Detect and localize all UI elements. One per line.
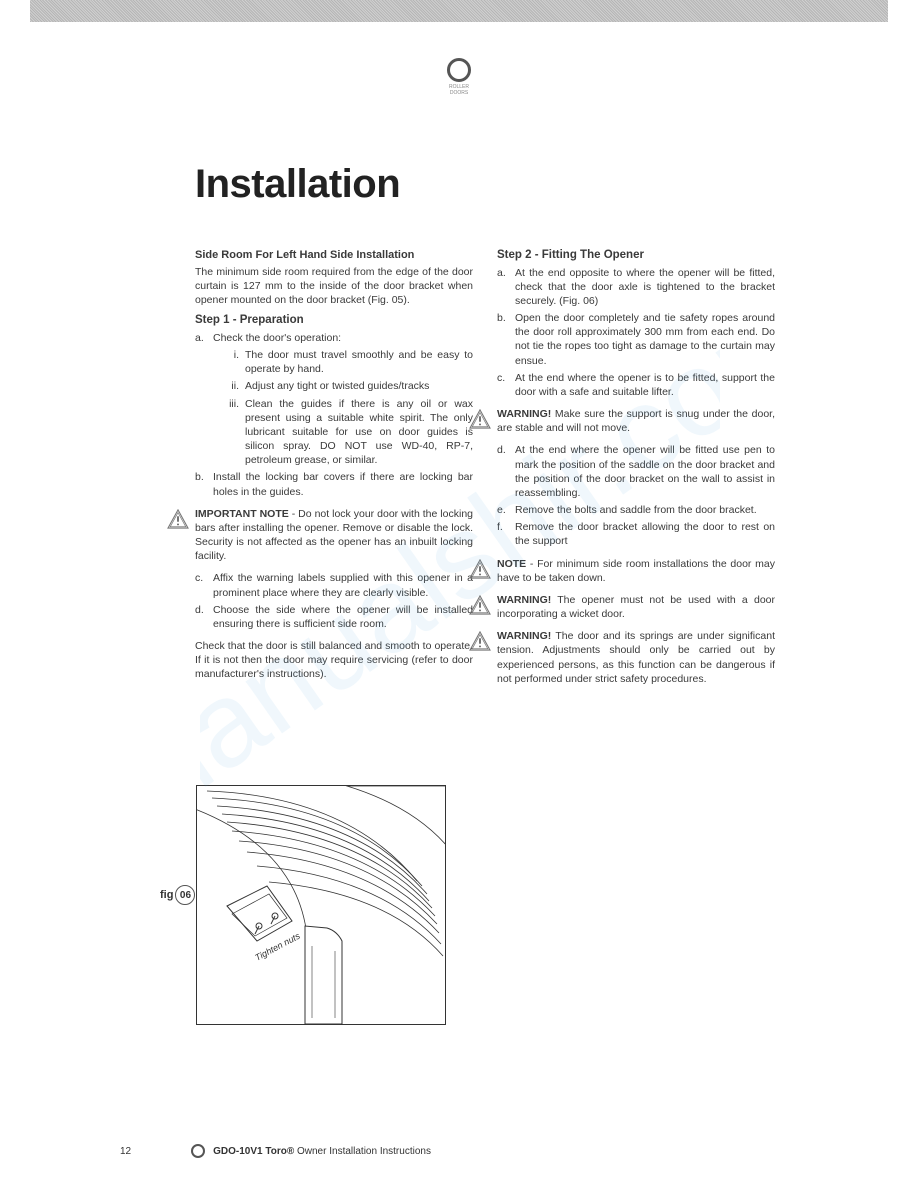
side-room-text: The minimum side room required from the …	[195, 265, 473, 308]
warning-block-1: WARNING! Make sure the support is snug u…	[469, 407, 775, 435]
step1-list: a.Check the door's operation:	[195, 331, 473, 345]
list-item: b.Install the locking bar covers if ther…	[195, 470, 473, 498]
note-1-text: NOTE - For minimum side room installatio…	[497, 557, 775, 585]
list-item: a.At the end opposite to where the opene…	[497, 266, 775, 309]
warning-triangle-icon	[469, 631, 491, 651]
left-column: Side Room For Left Hand Side Installatio…	[195, 248, 473, 694]
list-item: e.Remove the bolts and saddle from the d…	[497, 503, 775, 517]
figure-label: fig 06	[160, 885, 195, 905]
list-item: i.The door must travel smoothly and be e…	[225, 348, 473, 376]
step2-list-cont: d.At the end where the opener will be fi…	[497, 443, 775, 548]
step2-heading: Step 2 - Fitting The Opener	[497, 248, 775, 264]
step1-list-cont2: c.Affix the warning labels supplied with…	[195, 571, 473, 631]
list-item: d.Choose the side where the opener will …	[195, 603, 473, 631]
warning-triangle-icon	[469, 595, 491, 615]
list-item: f.Remove the door bracket allowing the d…	[497, 520, 775, 548]
page-number: 12	[120, 1146, 131, 1157]
footer-text: GDO-10V1 Toro® Owner Installation Instru…	[213, 1146, 431, 1157]
warning-block-2: WARNING! The opener must not be used wit…	[469, 593, 775, 621]
warning-2-text: WARNING! The opener must not be used wit…	[497, 593, 775, 621]
list-item: a.Check the door's operation:	[195, 331, 473, 345]
important-note-block: IMPORTANT NOTE - Do not lock your door w…	[167, 507, 473, 564]
list-item: c.At the end where the opener is to be f…	[497, 371, 775, 399]
side-room-heading: Side Room For Left Hand Side Installatio…	[195, 248, 473, 263]
step2-list: a.At the end opposite to where the opene…	[497, 266, 775, 400]
page-title: Installation	[195, 162, 400, 207]
warning-triangle-icon	[167, 509, 189, 529]
step1-sublist: i.The door must travel smoothly and be e…	[195, 348, 473, 467]
note-block-1: NOTE - For minimum side room installatio…	[469, 557, 775, 585]
step1-heading: Step 1 - Preparation	[195, 313, 473, 329]
list-item: c.Affix the warning labels supplied with…	[195, 571, 473, 599]
warning-triangle-icon	[469, 559, 491, 579]
logo-subtext: ROLLERDOORS	[447, 84, 471, 96]
figure-number: 06	[175, 885, 195, 905]
footer-logo-icon	[191, 1144, 205, 1158]
logo-top: ROLLERDOORS	[447, 58, 471, 96]
logo-circle-icon	[447, 58, 471, 82]
content-columns: Side Room For Left Hand Side Installatio…	[195, 248, 775, 694]
step1-list-cont: b.Install the locking bar covers if ther…	[195, 470, 473, 498]
check-paragraph: Check that the door is still balanced an…	[195, 639, 473, 682]
warning-1-text: WARNING! Make sure the support is snug u…	[497, 407, 775, 435]
list-item: b.Open the door completely and tie safet…	[497, 311, 775, 368]
footer: 12 GDO-10V1 Toro® Owner Installation Ins…	[120, 1144, 431, 1158]
figure-06-wrap: fig 06	[160, 785, 480, 1025]
top-texture-bar	[30, 0, 888, 22]
figure-06-illustration: Tighten nuts	[196, 785, 446, 1025]
list-item: d.At the end where the opener will be fi…	[497, 443, 775, 500]
warning-block-3: WARNING! The door and its springs are un…	[469, 629, 775, 686]
list-item: iii.Clean the guides if there is any oil…	[225, 397, 473, 468]
warning-3-text: WARNING! The door and its springs are un…	[497, 629, 775, 686]
important-note-text: IMPORTANT NOTE - Do not lock your door w…	[195, 507, 473, 564]
right-column: Step 2 - Fitting The Opener a.At the end…	[497, 248, 775, 694]
warning-triangle-icon	[469, 409, 491, 429]
list-item: ii.Adjust any tight or twisted guides/tr…	[225, 379, 473, 393]
